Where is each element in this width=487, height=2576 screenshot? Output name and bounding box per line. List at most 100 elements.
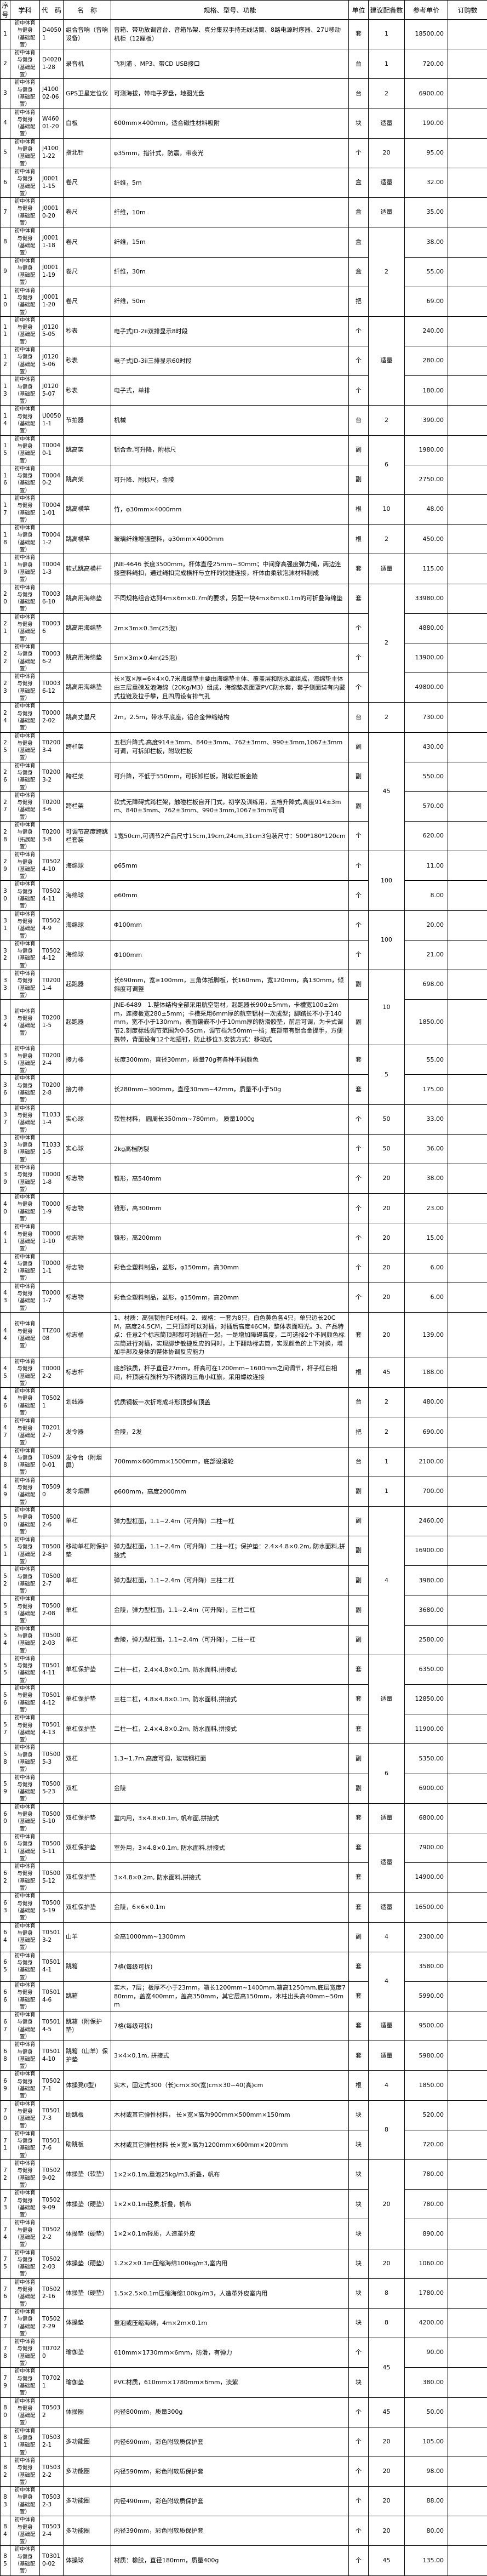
order-qty-cell[interactable] bbox=[448, 1803, 487, 1833]
suggested-qty-cell: 8 bbox=[369, 2278, 405, 2308]
order-qty-cell[interactable] bbox=[448, 198, 487, 227]
order-qty-cell[interactable] bbox=[448, 1536, 487, 1566]
order-qty-cell[interactable] bbox=[448, 643, 487, 673]
order-qty-cell[interactable] bbox=[448, 2368, 487, 2397]
code-cell: T05029-02 bbox=[40, 2160, 64, 2190]
order-qty-cell[interactable] bbox=[448, 1625, 487, 1655]
order-qty-cell[interactable] bbox=[448, 2130, 487, 2159]
order-qty-cell[interactable] bbox=[448, 910, 487, 940]
order-qty-cell[interactable] bbox=[448, 851, 487, 881]
order-qty-cell[interactable] bbox=[448, 1253, 487, 1283]
order-qty-cell[interactable] bbox=[448, 49, 487, 79]
spec-cell: 纤维，50m bbox=[111, 287, 349, 316]
order-qty-cell[interactable] bbox=[448, 2160, 487, 2190]
order-qty-cell[interactable] bbox=[448, 1447, 487, 1477]
order-qty-cell[interactable] bbox=[448, 1685, 487, 1714]
order-qty-cell[interactable] bbox=[448, 1312, 487, 1358]
order-qty-cell[interactable] bbox=[448, 822, 487, 851]
order-qty-cell[interactable] bbox=[448, 2071, 487, 2100]
order-qty-cell[interactable] bbox=[448, 2457, 487, 2486]
order-qty-cell[interactable] bbox=[448, 2338, 487, 2368]
order-qty-cell[interactable] bbox=[448, 2308, 487, 2338]
order-qty-cell[interactable] bbox=[448, 970, 487, 1000]
order-qty-cell[interactable] bbox=[448, 1833, 487, 1862]
order-qty-cell[interactable] bbox=[448, 1863, 487, 1893]
order-qty-cell[interactable] bbox=[448, 2011, 487, 2041]
row-number-cell: 5 bbox=[1, 138, 10, 168]
order-qty-cell[interactable] bbox=[448, 1194, 487, 1223]
order-qty-cell[interactable] bbox=[448, 168, 487, 197]
unit-price-cell: 3980.00 bbox=[405, 1566, 448, 1595]
order-qty-cell[interactable] bbox=[448, 138, 487, 168]
order-qty-cell[interactable] bbox=[448, 1223, 487, 1253]
order-qty-cell[interactable] bbox=[448, 673, 487, 703]
order-qty-cell[interactable] bbox=[448, 2397, 487, 2427]
order-qty-cell[interactable] bbox=[448, 1134, 487, 1164]
order-qty-cell[interactable] bbox=[448, 791, 487, 821]
order-qty-cell[interactable] bbox=[448, 1744, 487, 1774]
order-qty-cell[interactable] bbox=[448, 1595, 487, 1625]
order-qty-cell[interactable] bbox=[448, 2219, 487, 2249]
order-qty-cell[interactable] bbox=[448, 762, 487, 791]
order-qty-cell[interactable] bbox=[448, 732, 487, 762]
order-qty-cell[interactable] bbox=[448, 1981, 487, 2011]
order-qty-cell[interactable] bbox=[448, 1164, 487, 1193]
order-qty-cell[interactable] bbox=[448, 554, 487, 584]
order-qty-cell[interactable] bbox=[448, 495, 487, 525]
order-qty-cell[interactable] bbox=[448, 2487, 487, 2516]
order-qty-cell[interactable] bbox=[448, 316, 487, 346]
order-qty-cell[interactable] bbox=[448, 1922, 487, 1952]
order-qty-cell[interactable] bbox=[448, 1358, 487, 1387]
order-qty-cell[interactable] bbox=[448, 1655, 487, 1684]
order-qty-cell[interactable] bbox=[448, 1417, 487, 1447]
code-cell: D40501 bbox=[40, 20, 64, 49]
order-qty-cell[interactable] bbox=[448, 2427, 487, 2457]
order-qty-cell[interactable] bbox=[448, 465, 487, 494]
order-qty-cell[interactable] bbox=[448, 1000, 487, 1045]
order-qty-cell[interactable] bbox=[448, 1104, 487, 1134]
order-qty-cell[interactable] bbox=[448, 109, 487, 138]
order-qty-cell[interactable] bbox=[448, 940, 487, 970]
row-number-cell: 40 bbox=[1, 1194, 10, 1223]
order-qty-cell[interactable] bbox=[448, 1774, 487, 1803]
order-qty-cell[interactable] bbox=[448, 2516, 487, 2546]
item-name-cell: 助跳板 bbox=[64, 2100, 111, 2130]
order-qty-cell[interactable] bbox=[448, 2041, 487, 2071]
order-qty-cell[interactable] bbox=[448, 1045, 487, 1075]
order-qty-cell[interactable] bbox=[448, 2278, 487, 2308]
order-qty-cell[interactable] bbox=[448, 2190, 487, 2219]
order-qty-cell[interactable] bbox=[448, 881, 487, 910]
order-qty-cell[interactable] bbox=[448, 257, 487, 287]
row-number-cell: 58 bbox=[1, 1744, 10, 1774]
order-qty-cell[interactable] bbox=[448, 1477, 487, 1506]
order-qty-cell[interactable] bbox=[448, 1283, 487, 1312]
order-qty-cell[interactable] bbox=[448, 584, 487, 613]
order-qty-cell[interactable] bbox=[448, 1714, 487, 1744]
order-qty-cell[interactable] bbox=[448, 1388, 487, 1417]
order-qty-cell[interactable] bbox=[448, 227, 487, 257]
order-qty-cell[interactable] bbox=[448, 613, 487, 643]
unit-price-cell: 80.00 bbox=[405, 2516, 448, 2546]
order-qty-cell[interactable] bbox=[448, 435, 487, 465]
order-qty-cell[interactable] bbox=[448, 1075, 487, 1104]
order-qty-cell[interactable] bbox=[448, 346, 487, 376]
item-name-cell: 双杠保护垫 bbox=[64, 1893, 111, 1922]
order-qty-cell[interactable] bbox=[448, 406, 487, 435]
order-qty-cell[interactable] bbox=[448, 1566, 487, 1595]
order-qty-cell[interactable] bbox=[448, 703, 487, 732]
order-qty-cell[interactable] bbox=[448, 2546, 487, 2575]
order-qty-cell[interactable] bbox=[448, 1893, 487, 1922]
order-qty-cell[interactable] bbox=[448, 376, 487, 406]
order-qty-cell[interactable] bbox=[448, 2249, 487, 2278]
order-qty-cell[interactable] bbox=[448, 2100, 487, 2130]
order-qty-cell[interactable] bbox=[448, 79, 487, 109]
order-qty-cell[interactable] bbox=[448, 287, 487, 316]
order-qty-cell[interactable] bbox=[448, 525, 487, 554]
item-name-cell: 节拍器 bbox=[64, 406, 111, 435]
order-qty-cell[interactable] bbox=[448, 1506, 487, 1536]
order-qty-cell[interactable] bbox=[448, 20, 487, 49]
order-qty-cell[interactable] bbox=[448, 1952, 487, 1981]
